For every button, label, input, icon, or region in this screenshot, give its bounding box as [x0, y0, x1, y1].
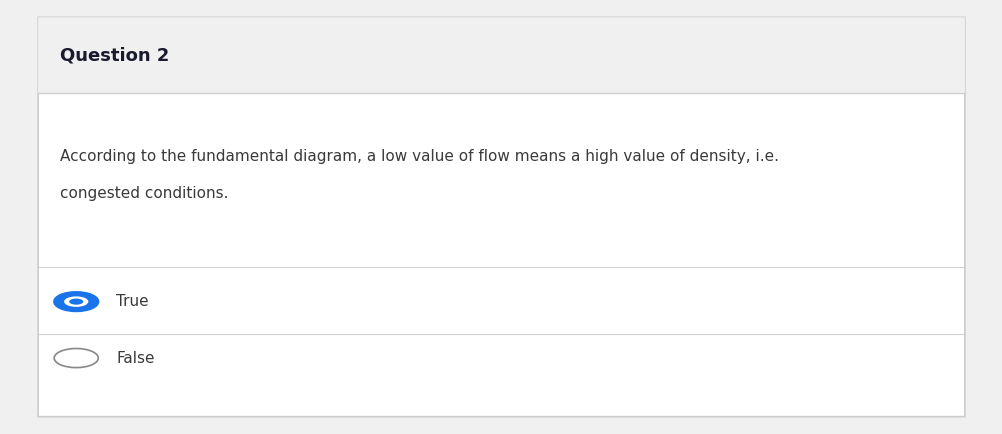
Text: False: False: [116, 351, 154, 365]
Text: True: True: [116, 294, 149, 309]
Circle shape: [54, 292, 98, 311]
Text: According to the fundamental diagram, a low value of flow means a high value of : According to the fundamental diagram, a …: [60, 149, 779, 164]
FancyBboxPatch shape: [38, 17, 964, 93]
Text: Question 2: Question 2: [60, 46, 169, 64]
Text: congested conditions.: congested conditions.: [60, 186, 228, 201]
Circle shape: [54, 349, 98, 368]
Circle shape: [64, 296, 88, 307]
FancyBboxPatch shape: [38, 17, 964, 417]
Circle shape: [69, 299, 83, 305]
